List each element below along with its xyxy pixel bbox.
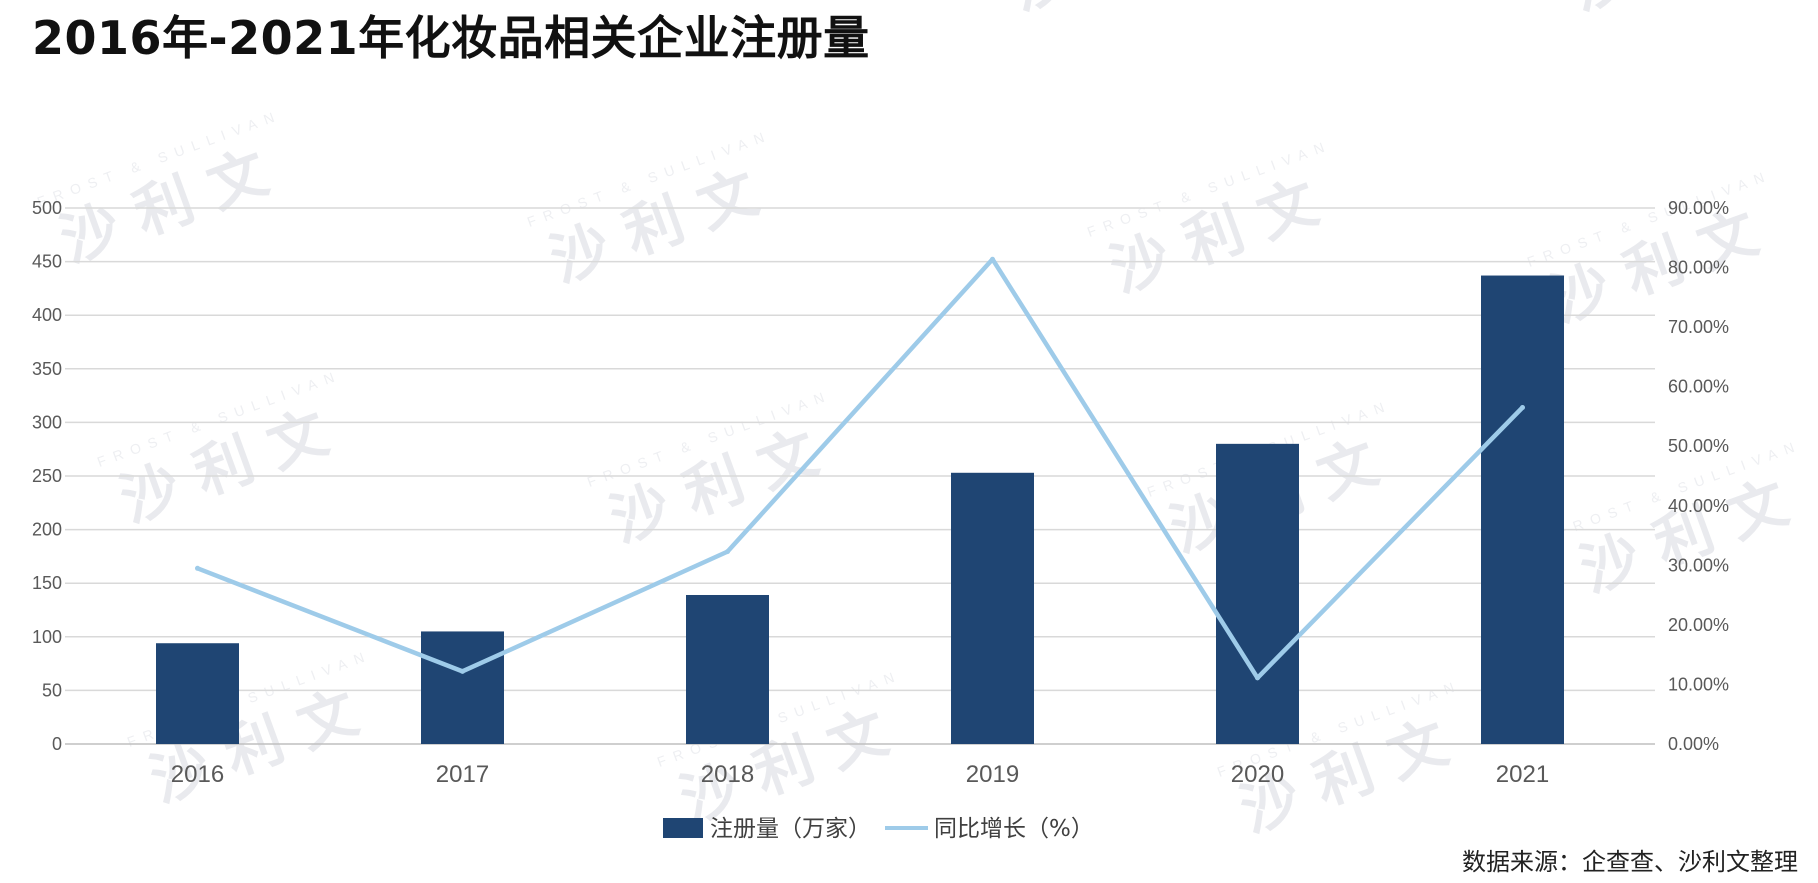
- watermark-main-text: 沙 利 文: [1562, 0, 1787, 23]
- left-tick-label: 0: [52, 734, 62, 754]
- legend-bar-swatch: [663, 818, 703, 838]
- x-tick-label: 2016: [171, 761, 224, 788]
- x-axis-ticks: 2016 2017 2018 2019 2020 2021: [171, 761, 1549, 788]
- bar: [951, 472, 1034, 744]
- right-tick-label: 40.00%: [1668, 496, 1729, 516]
- right-tick-label: 70.00%: [1668, 317, 1729, 337]
- bar: [421, 631, 504, 744]
- bar: [1481, 275, 1564, 744]
- left-tick-label: 50: [42, 680, 62, 700]
- legend-bar-label: 注册量（万家）: [710, 816, 871, 842]
- left-tick-label: 250: [32, 466, 62, 486]
- right-tick-label: 20.00%: [1668, 615, 1729, 635]
- bar: [1216, 443, 1299, 744]
- x-tick-label: 2017: [436, 761, 489, 788]
- line-series: [195, 256, 1525, 681]
- right-tick-label: 90.00%: [1668, 198, 1729, 218]
- chart-title: 2016年-2021年化妆品相关企业注册量: [32, 11, 870, 65]
- right-tick-label: 60.00%: [1668, 377, 1729, 397]
- line-point: [195, 565, 200, 571]
- growth-line: [195, 256, 1525, 681]
- line-point: [1255, 675, 1260, 681]
- legend-line-label: 同比增长（%）: [934, 816, 1094, 842]
- left-tick-label: 400: [32, 305, 62, 325]
- left-tick-label: 450: [32, 252, 62, 272]
- left-tick-label: 100: [32, 627, 62, 647]
- right-tick-label: 10.00%: [1668, 674, 1729, 694]
- left-axis-ticks: 0 50 100 150 200 250 300 350 400 450 500: [32, 198, 62, 754]
- x-tick-label: 2021: [1496, 761, 1549, 788]
- data-source-note: 数据来源：企查查、沙利文整理: [1462, 848, 1798, 876]
- x-tick-label: 2019: [966, 761, 1019, 788]
- right-tick-label: 30.00%: [1668, 555, 1729, 575]
- legend: 注册量（万家） 同比增长（%）: [663, 816, 1094, 842]
- bar: [156, 643, 239, 744]
- watermark-main-text: 沙 利 文: [1002, 0, 1227, 23]
- x-tick-label: 2018: [701, 761, 754, 788]
- line-point: [460, 668, 465, 674]
- line-point: [990, 256, 995, 262]
- left-tick-label: 150: [32, 573, 62, 593]
- left-tick-label: 500: [32, 198, 62, 218]
- line-point: [725, 549, 730, 555]
- left-tick-label: 200: [32, 520, 62, 540]
- right-tick-label: 0.00%: [1668, 734, 1719, 754]
- right-tick-label: 50.00%: [1668, 436, 1729, 456]
- bar-series: [156, 275, 1564, 744]
- left-tick-label: 300: [32, 412, 62, 432]
- line-point: [1520, 405, 1525, 411]
- left-tick-label: 350: [32, 359, 62, 379]
- bar: [686, 594, 769, 744]
- right-tick-label: 80.00%: [1668, 258, 1729, 278]
- gridlines: [65, 207, 1655, 745]
- x-tick-label: 2020: [1231, 761, 1284, 788]
- right-axis-ticks: 0.00% 10.00% 20.00% 30.00% 40.00% 50.00% 60.00…: [1668, 198, 1729, 754]
